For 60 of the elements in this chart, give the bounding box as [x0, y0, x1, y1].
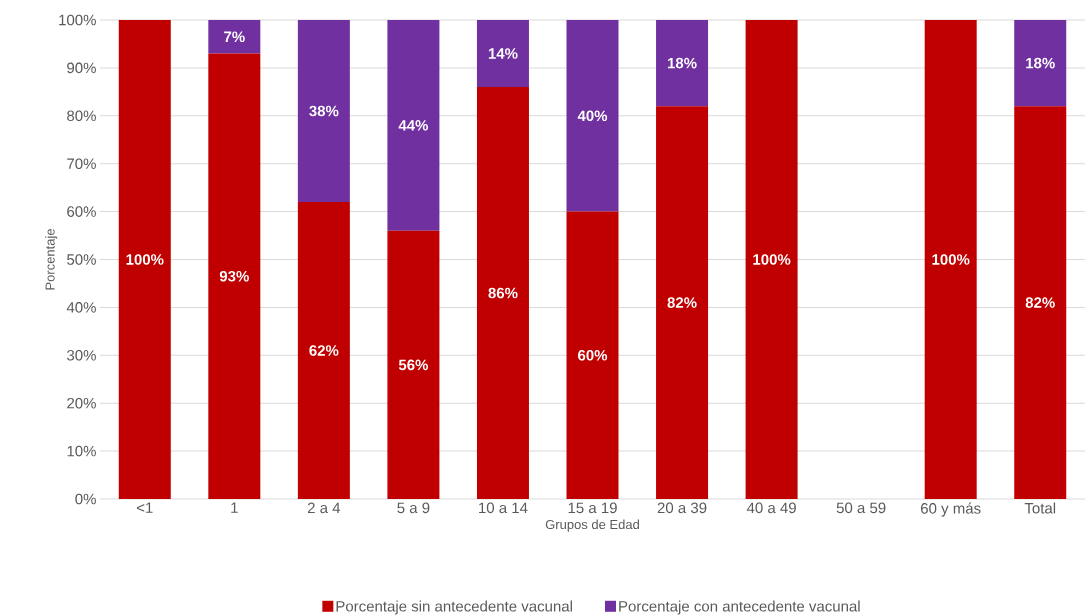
data-label: 86%: [488, 287, 518, 299]
bar: [1014, 106, 1067, 499]
x-tick-label: 2 a 4: [307, 502, 341, 514]
data-label: 18%: [667, 57, 697, 69]
data-label: 100%: [932, 254, 970, 265]
x-tick-label: 20 a 39: [657, 502, 707, 514]
data-label: 38%: [309, 105, 339, 117]
y-tick-label: 60%: [67, 206, 96, 217]
y-tick-label: 10%: [67, 445, 96, 457]
x-tick-label: 1: [231, 502, 238, 513]
bar: [297, 20, 350, 203]
bar: [745, 20, 798, 499]
y-tick-label: 90%: [67, 62, 96, 74]
data-label: 40%: [577, 110, 608, 122]
bar: [208, 53, 261, 499]
bar: [387, 230, 440, 499]
bar: [387, 20, 440, 231]
bar: [924, 20, 977, 499]
data-label: 100%: [753, 254, 791, 265]
bar: [656, 106, 709, 499]
x-axis-title: Grupos de Edad: [545, 519, 639, 532]
legend-label: Porcentaje con antecedente vacunal: [619, 600, 860, 615]
data-label: 93%: [219, 270, 249, 282]
bar: [656, 20, 709, 107]
data-label: 56%: [398, 359, 429, 371]
x-tick-label: 50 a 59: [836, 502, 886, 514]
x-tick-label: 60 y más: [921, 502, 981, 517]
data-label: 18%: [1026, 57, 1055, 69]
x-tick-label: 15 a 19: [568, 502, 617, 514]
bar: [118, 20, 171, 499]
data-label: 44%: [398, 120, 429, 131]
y-axis-title: Porcentaje: [45, 229, 58, 290]
data-label: 100%: [126, 254, 164, 265]
y-tick-label: 30%: [67, 349, 96, 361]
x-tick-label: 40 a 49: [746, 502, 796, 514]
x-tick-label: 5 a 9: [397, 502, 430, 514]
y-tick-label: 20%: [67, 397, 96, 409]
bar: [566, 20, 619, 212]
bar: [476, 20, 529, 88]
bar: [297, 202, 350, 499]
y-tick-label: 100%: [59, 14, 96, 26]
data-label: 60%: [578, 349, 608, 361]
x-tick-label: <1: [136, 502, 153, 513]
bar: [208, 20, 261, 54]
bar: [1014, 20, 1067, 107]
data-label: 82%: [1025, 297, 1055, 308]
y-tick-label: 50%: [67, 254, 96, 265]
data-label: 14%: [488, 48, 518, 59]
data-label: 62%: [309, 345, 339, 356]
data-label: 7%: [224, 31, 245, 43]
bar: [476, 87, 529, 499]
bar: [566, 211, 619, 499]
y-tick-label: 40%: [66, 302, 96, 313]
y-tick-label: 80%: [67, 110, 96, 122]
x-tick-label: Total: [1024, 502, 1056, 514]
y-tick-label: 70%: [67, 158, 96, 169]
x-tick-label: 10 a 14: [479, 502, 528, 514]
y-tick-label: 0%: [75, 493, 96, 505]
legend-label: Porcentaje sin antecedente vacunal: [336, 600, 572, 615]
data-label: 82%: [667, 297, 697, 308]
